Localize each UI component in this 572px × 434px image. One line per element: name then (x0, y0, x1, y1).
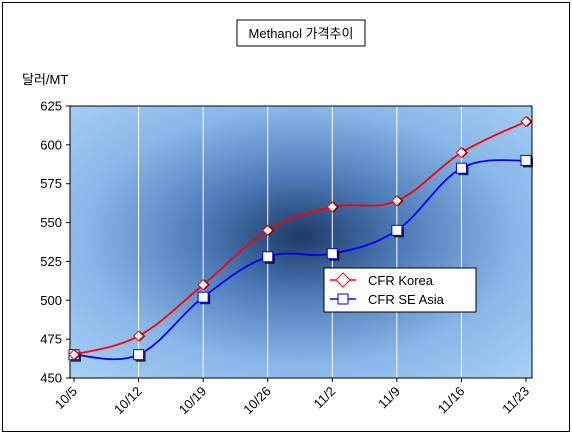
data-point-cfr-se-asia (262, 251, 274, 263)
legend-marker-cfr-korea (335, 272, 351, 288)
data-point-cfr-se-asia (197, 291, 209, 303)
y-tick-label: 525 (40, 254, 62, 269)
chart-title: Methanol 가격추이 (249, 26, 354, 41)
data-point-cfr-korea (455, 146, 468, 159)
y-tick-label: 475 (40, 332, 62, 347)
data-point-cfr-korea (391, 195, 403, 207)
x-tick-label: 11/23 (499, 384, 532, 417)
data-point-cfr-korea (326, 201, 338, 213)
x-tick-label: 11/16 (435, 384, 468, 417)
data-point-cfr-se-asia (133, 349, 145, 361)
data-point-cfr-se-asia (391, 224, 403, 236)
x-tick-label: 10/12 (111, 384, 145, 418)
x-tick-label: 10/5 (52, 384, 81, 413)
data-point-cfr-se-asia (455, 162, 467, 174)
data-point-cfr-korea (132, 330, 145, 342)
data-point-cfr-korea (197, 279, 209, 291)
legend-label-cfr-korea: CFR Korea (368, 273, 434, 288)
y-tick-label: 575 (40, 176, 62, 191)
legend-label-cfr-se-asia: CFR SE Asia (368, 292, 445, 307)
data-point-cfr-se-asia (520, 154, 532, 166)
plot-border (69, 105, 533, 379)
legend: CFR Korea CFR SE Asia (323, 267, 477, 313)
x-tick-label: 11/9 (375, 384, 403, 412)
legend-marker-cfr-se-asia (337, 293, 349, 305)
series-line-cfr-korea (73, 120, 527, 356)
legend-box (323, 267, 477, 313)
y-tick-label: 625 (40, 99, 62, 114)
title-box (236, 19, 366, 47)
y-axis-label: 달러/MT (22, 72, 68, 87)
x-tick-label: 11/2 (311, 384, 339, 412)
y-tick-label: 600 (40, 137, 62, 152)
data-point-cfr-korea (68, 349, 80, 361)
data-point-cfr-se-asia (326, 248, 338, 260)
y-tick-label: 550 (40, 215, 62, 230)
series-line-cfr-se-asia (73, 159, 527, 361)
x-tick-label: 10/19 (176, 384, 210, 418)
x-tick-label: 10/26 (240, 384, 274, 418)
y-tick-label: 500 (40, 293, 62, 308)
y-tick-label: 450 (40, 371, 62, 386)
data-point-cfr-korea (262, 224, 274, 236)
plot-area (70, 106, 532, 378)
data-point-cfr-korea (520, 115, 532, 128)
